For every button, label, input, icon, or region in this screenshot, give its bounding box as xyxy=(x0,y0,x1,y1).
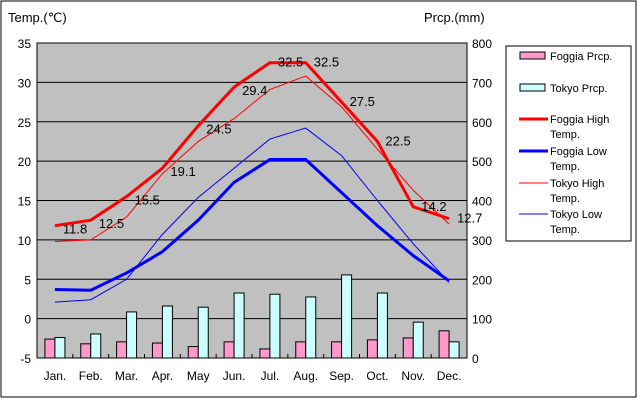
left-tick-label: 15 xyxy=(18,195,32,209)
legend-swatch xyxy=(519,83,546,92)
x-tick-label: Oct. xyxy=(366,369,388,383)
right-tick-label: 200 xyxy=(472,273,492,287)
legend-label: Foggia High xyxy=(550,114,609,126)
bar-foggia-prcp- xyxy=(80,343,92,359)
bar-foggia-prcp- xyxy=(151,342,163,359)
right-tick-label: 300 xyxy=(472,234,492,248)
x-tick-label: Mar. xyxy=(115,369,138,383)
line-tokyo-low-temp- xyxy=(54,127,450,303)
data-label: 12.5 xyxy=(99,216,124,231)
bar-tokyo-prcp- xyxy=(126,311,138,359)
data-label: 32.5 xyxy=(278,55,303,70)
left-tick-label: -5 xyxy=(20,352,31,366)
data-label: 27.5 xyxy=(350,94,375,109)
bar-foggia-prcp- xyxy=(116,341,128,359)
legend-label: Tokyo High xyxy=(550,178,604,190)
x-tick-label: Jul. xyxy=(261,369,280,383)
line-tokyo-high-temp- xyxy=(54,75,450,242)
left-axis-label: Temp.(℃) xyxy=(8,10,67,25)
bar-tokyo-prcp- xyxy=(269,293,281,359)
legend xyxy=(505,45,632,242)
legend-label-cont: Temp. xyxy=(550,224,580,236)
bar-foggia-prcp- xyxy=(44,338,56,359)
line-foggia-low-temp- xyxy=(54,158,450,292)
data-label: 32.5 xyxy=(314,55,339,70)
data-label: 15.5 xyxy=(135,193,160,208)
bar-foggia-prcp- xyxy=(187,346,199,359)
left-tick-label: 30 xyxy=(18,76,32,90)
x-tick-label: Jun. xyxy=(223,369,246,383)
right-tick-label: 600 xyxy=(472,116,492,130)
legend-label: Tokyo Low xyxy=(550,209,602,221)
data-label: 29.4 xyxy=(242,83,267,98)
line-foggia-high-temp- xyxy=(54,61,450,228)
x-tick-label: Nov. xyxy=(401,369,425,383)
x-tick-label: Sep. xyxy=(329,369,354,383)
x-tick-label: Jan. xyxy=(44,369,67,383)
legend-label: Foggia Prcp. xyxy=(550,51,612,63)
bar-tokyo-prcp- xyxy=(54,337,66,359)
data-label: 22.5 xyxy=(385,133,410,148)
data-label: 19.1 xyxy=(170,164,195,179)
bar-tokyo-prcp- xyxy=(90,333,102,359)
bar-tokyo-prcp- xyxy=(412,321,424,359)
x-tick-label: Apr. xyxy=(152,369,173,383)
bar-foggia-prcp- xyxy=(295,341,307,359)
left-tick-label: 20 xyxy=(18,155,32,169)
bar-foggia-prcp- xyxy=(438,330,450,359)
bar-foggia-prcp- xyxy=(331,341,343,359)
legend-label: Tokyo Prcp. xyxy=(550,83,607,95)
legend-swatch xyxy=(519,51,546,60)
data-label: 11.8 xyxy=(63,222,87,237)
bar-tokyo-prcp- xyxy=(341,274,353,359)
data-label: 14.2 xyxy=(421,199,446,214)
bar-foggia-prcp- xyxy=(366,339,378,359)
right-tick-label: 800 xyxy=(472,37,492,51)
bar-tokyo-prcp- xyxy=(233,292,245,359)
legend-label-cont: Temp. xyxy=(550,129,580,141)
bar-foggia-prcp- xyxy=(259,348,271,359)
legend-label: Foggia Low xyxy=(550,146,607,158)
left-tick-label: 10 xyxy=(18,234,32,248)
right-tick-label: 500 xyxy=(472,155,492,169)
right-tick-label: 100 xyxy=(472,313,492,327)
bar-tokyo-prcp- xyxy=(305,296,317,359)
right-tick-label: 400 xyxy=(472,195,492,209)
x-tick-label: Dec. xyxy=(437,369,462,383)
x-tick-label: Aug. xyxy=(293,369,318,383)
right-tick-label: 0 xyxy=(472,352,479,366)
bar-foggia-prcp- xyxy=(402,337,414,359)
left-tick-label: 35 xyxy=(18,37,32,51)
right-tick-label: 700 xyxy=(472,76,492,90)
left-tick-label: 5 xyxy=(24,273,31,287)
bar-tokyo-prcp- xyxy=(197,306,209,359)
right-axis-label: Prcp.(mm) xyxy=(424,10,485,25)
left-tick-label: 0 xyxy=(24,313,31,327)
data-label: 12.7 xyxy=(457,211,482,226)
legend-label-cont: Temp. xyxy=(550,193,580,205)
data-label: 24.5 xyxy=(206,122,231,137)
bar-tokyo-prcp- xyxy=(376,292,388,359)
bar-tokyo-prcp- xyxy=(161,305,173,359)
x-tick-label: Feb. xyxy=(79,369,103,383)
x-tick-label: May xyxy=(187,369,210,383)
left-tick-label: 25 xyxy=(18,116,32,130)
bar-foggia-prcp- xyxy=(223,341,235,359)
legend-label-cont: Temp. xyxy=(550,161,580,173)
bar-tokyo-prcp- xyxy=(448,341,460,359)
